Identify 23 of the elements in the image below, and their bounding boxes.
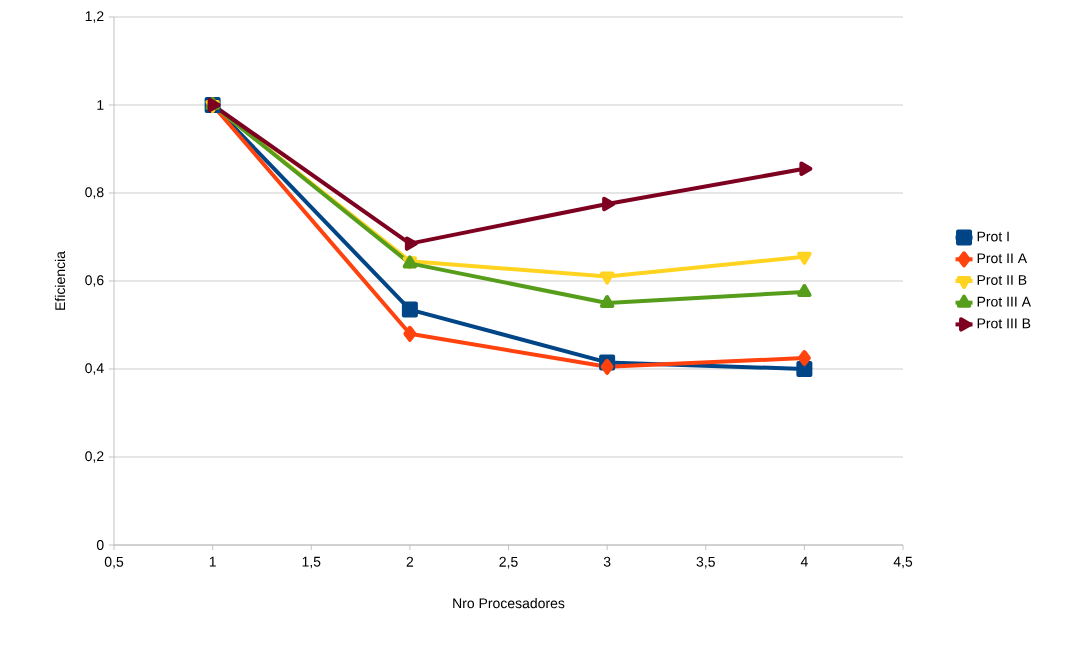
legend-label: Prot II A (977, 253, 1028, 264)
x-tick-label: 4,5 (893, 556, 913, 569)
x-tick-label: 2,5 (499, 556, 518, 569)
x-tick-label: 4 (800, 556, 808, 567)
x-tick-label: 1,5 (302, 556, 321, 569)
x-tick-label: 3 (603, 556, 611, 567)
x-axis-title: Nro Procesadores (453, 597, 565, 609)
legend-label: Prot III A (977, 296, 1031, 307)
legend-label: Prot III B (977, 318, 1031, 329)
x-tick-label: 0,5 (104, 556, 124, 569)
y-tick-label: 0,8 (85, 187, 104, 199)
x-tick-label: 1 (209, 556, 216, 567)
y-tick-label: 1,2 (85, 11, 104, 23)
y-tick-label: 0,6 (85, 275, 104, 287)
y-tick-label: 1 (97, 100, 104, 110)
legend-label: Prot I (977, 231, 1009, 242)
legend-label: Prot II B (977, 275, 1027, 285)
x-tick-label: 3,5 (696, 556, 715, 569)
x-tick-label: 2 (406, 556, 414, 567)
y-axis-title: Eficiencia (54, 251, 66, 310)
y-tick-label: 0,4 (85, 363, 104, 375)
y-tick-label: 0 (96, 540, 104, 550)
y-tick-label: 0,2 (85, 451, 104, 463)
